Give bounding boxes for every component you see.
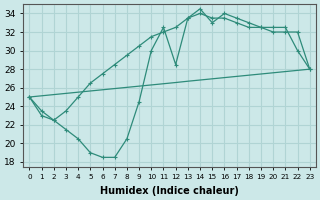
X-axis label: Humidex (Indice chaleur): Humidex (Indice chaleur) bbox=[100, 186, 239, 196]
